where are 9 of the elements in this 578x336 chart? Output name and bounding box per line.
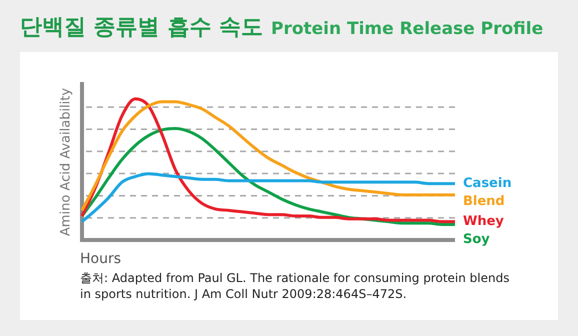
y-axis-title: Amino Acid Availability [58, 88, 74, 236]
x-axis-title: Hours [80, 251, 122, 267]
series-label: Blend [463, 194, 505, 209]
chart-subtitle: Protein Time Release Profile [270, 19, 544, 39]
chart-title: 단백질 종류별 흡수 속도 [20, 15, 263, 40]
source-note: 출처: Adapted from Paul GL. The rationale for consuming protein blends in sports nutrition. J Am Coll Nutr 2009:28:464S–472S. [80, 270, 510, 302]
series-label: Casein [463, 176, 512, 191]
series-label: Soy [463, 232, 490, 248]
series-label: Whey [463, 214, 504, 230]
